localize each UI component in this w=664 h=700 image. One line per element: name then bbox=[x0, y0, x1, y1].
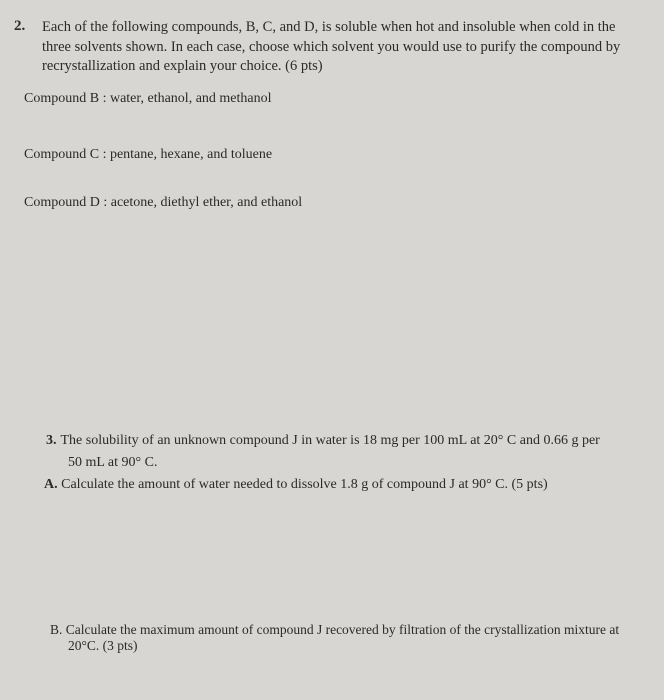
q3-part-a: A. Calculate the amount of water needed … bbox=[44, 477, 640, 493]
part-a-text: Calculate the amount of water needed to … bbox=[61, 477, 548, 492]
q3-part-b-line2: 20°C. (3 pts) bbox=[68, 638, 640, 654]
q2-number: 2. bbox=[14, 18, 25, 35]
question-2: 2. Each of the following compounds, B, C… bbox=[34, 18, 640, 211]
q3-prompt-line1: 3. The solubility of an unknown compound… bbox=[48, 431, 640, 451]
question-3: 3. The solubility of an unknown compound… bbox=[48, 431, 640, 654]
compound-d-line: Compound D : acetone, diethyl ether, and… bbox=[24, 195, 640, 211]
q3-number: 3. bbox=[46, 433, 57, 449]
part-a-label: A. bbox=[44, 477, 58, 492]
q3-text-line1: The solubility of an unknown compound J … bbox=[61, 433, 600, 448]
compound-c-line: Compound C : pentane, hexane, and toluen… bbox=[24, 147, 640, 163]
q3-part-b-line1: B. Calculate the maximum amount of compo… bbox=[50, 621, 640, 639]
compound-b-line: Compound B : water, ethanol, and methano… bbox=[24, 91, 640, 107]
q3-text-line2: 50 mL at 90° C. bbox=[68, 455, 640, 471]
q2-prompt: Each of the following compounds, B, C, a… bbox=[42, 18, 640, 77]
